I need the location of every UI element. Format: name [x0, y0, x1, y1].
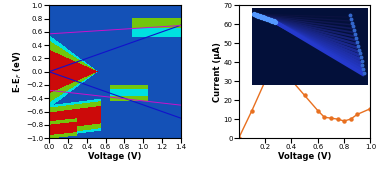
X-axis label: Voltage (V): Voltage (V): [278, 152, 331, 161]
Y-axis label: Current (μA): Current (μA): [213, 42, 222, 102]
Y-axis label: E-E$_F$ (eV): E-E$_F$ (eV): [12, 50, 24, 93]
X-axis label: Voltage (V): Voltage (V): [88, 152, 142, 161]
